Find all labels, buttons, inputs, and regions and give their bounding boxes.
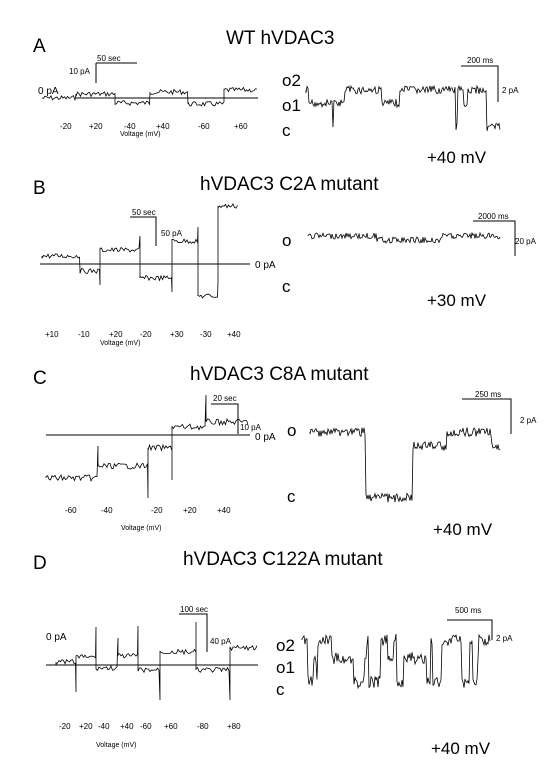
voltage-tick: -60 [65,506,77,515]
single-time-scale: 2000 ms [478,212,509,221]
single-scale-bar [473,220,516,256]
voltage-tick: -40 [124,122,136,131]
state-label: o [287,421,297,440]
single-channel-trace [305,84,501,131]
voltage-tick: +20 [89,122,103,131]
current-scale-label: 10 pA [240,423,261,432]
voltage-tick: +80 [227,722,241,731]
state-label: c [282,121,291,140]
single-channel-trace [307,231,501,244]
holding-voltage: +30 mV [427,291,487,310]
time-scale-label: 100 sec [180,605,209,614]
current-scale-label: 40 pA [210,637,231,646]
x-axis-label: Voltage (mV) [100,340,141,347]
single-current-scale: 2 pA [502,86,519,95]
voltage-tick: -30 [200,330,212,339]
single-current-scale: 20 pA [515,237,536,246]
current-scale-label: 50 pA [161,229,182,238]
voltage-tick: +30 [170,330,184,339]
state-label: c [282,277,291,296]
voltage-tick: -20 [151,506,163,515]
voltage-tick: -40 [101,506,113,515]
time-scale-label: 20 sec [213,394,237,403]
voltage-tick: -60 [140,722,152,731]
zero-current-label: 0 pA [255,432,276,443]
voltage-tick: -10 [78,330,90,339]
zero-current-label: 0 pA [255,260,276,271]
voltage-tick: -60 [198,122,210,131]
single-current-scale: 2 pA [496,634,513,643]
time-scale-label: 50 sec [97,54,121,63]
voltage-tick: -40 [98,722,110,731]
single-channel-trace [309,427,501,503]
x-axis-label: Voltage (mV) [120,131,161,138]
x-axis-label: Voltage (mV) [121,525,162,532]
holding-voltage: +40 mV [431,739,491,758]
panel-title: hVDAC3 C8A mutant [190,364,369,385]
voltage-tick: -20 [59,722,71,731]
voltage-tick: +40 [217,506,231,515]
macroscopic-current-trace [45,394,249,499]
single-current-scale: 2 pA [520,416,537,425]
zero-current-label: 0 pA [46,632,67,643]
state-label: o [282,231,292,250]
scale-bar [130,216,157,246]
macroscopic-current-trace [55,622,258,701]
single-scale-bar [461,65,499,102]
voltage-tick: -20 [140,330,152,339]
voltage-tick: +40 [156,122,170,131]
panel-letter: A [33,36,46,57]
single-scale-bar [462,398,512,434]
panel-title: hVDAC3 C122A mutant [183,549,383,570]
single-time-scale: 200 ms [467,56,494,65]
voltage-tick: +60 [164,722,178,731]
panel-letter: D [33,553,47,574]
single-time-scale: 500 ms [455,606,482,615]
scale-bar [179,613,208,652]
time-scale-label: 50 sec [132,208,156,217]
voltage-tick: +20 [79,722,93,731]
voltage-tick: -80 [197,722,209,731]
macroscopic-current-trace [41,203,238,299]
single-channel-trace [301,633,491,690]
current-scale-label: 10 pA [69,67,90,76]
voltage-tick: +60 [234,122,248,131]
state-label: o2 [276,636,295,655]
holding-voltage: +40 mV [433,520,493,539]
voltage-tick: +40 [120,722,134,731]
voltage-tick: +20 [109,330,123,339]
voltage-tick: +20 [183,506,197,515]
panel-letter: C [33,368,47,389]
x-axis-label: Voltage (mV) [96,742,137,749]
panel-letter: B [33,178,46,199]
state-label: o1 [276,658,295,677]
state-label: o2 [282,71,301,90]
macroscopic-current-trace [41,86,258,107]
single-time-scale: 250 ms [475,390,502,399]
voltage-tick: -20 [60,122,72,131]
panel-title: hVDAC3 C2A mutant [200,174,379,195]
single-scale-bar [447,619,493,640]
state-label: o1 [282,96,301,115]
state-label: c [276,680,285,699]
voltage-tick: +10 [45,330,59,339]
voltage-tick: +40 [227,330,241,339]
zero-current-label: 0 pA [38,86,59,97]
state-label: c [287,487,296,506]
panel-title: WT hVDAC3 [226,28,335,49]
scale-bar [211,403,239,434]
holding-voltage: +40 mV [427,148,487,167]
